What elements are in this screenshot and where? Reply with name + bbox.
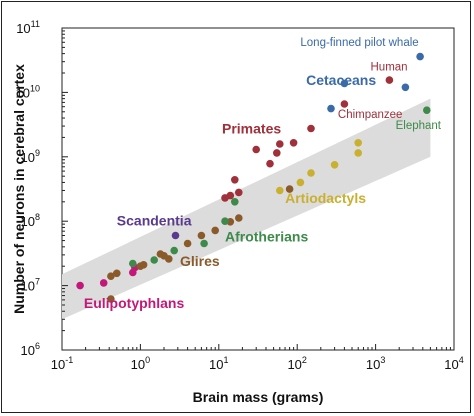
data-point <box>354 139 363 147</box>
data-point <box>423 106 431 114</box>
data-point <box>235 214 243 222</box>
data-point <box>289 139 298 147</box>
y-tick-label: 1011 <box>16 19 40 36</box>
data-point <box>276 140 284 148</box>
data-point <box>183 239 192 248</box>
data-point <box>170 246 178 255</box>
data-point <box>107 295 115 303</box>
x-tick-label: 10-1 <box>51 355 73 372</box>
y-tick-label: 106 <box>21 341 40 358</box>
y-tick-label: 1010 <box>16 83 40 100</box>
data-point <box>285 185 294 193</box>
x-tick-label: 103 <box>366 355 385 372</box>
x-tick-label: 102 <box>287 355 306 372</box>
data-point <box>273 149 281 157</box>
data-point <box>197 231 206 240</box>
data-point <box>330 161 339 169</box>
data-point <box>307 124 315 133</box>
x-tick-label: 104 <box>444 355 463 372</box>
y-axis-label: Number of neurons in cerebral cortex <box>11 64 27 314</box>
data-point <box>76 281 84 290</box>
data-point <box>200 239 208 248</box>
data-point <box>252 145 260 154</box>
trend-band <box>62 98 431 320</box>
data-point <box>354 149 363 157</box>
series-label: Afrotherians <box>225 229 308 245</box>
data-point <box>231 176 239 184</box>
data-point <box>221 217 229 225</box>
series-label: Primates <box>222 121 281 137</box>
point-annotation: Long-finned pilot whale <box>300 37 418 49</box>
y-tick-label: 108 <box>21 212 40 229</box>
point-annotation: Human <box>371 61 408 73</box>
point-annotation: Chimpanzee <box>338 109 403 121</box>
series-label: Eulipotyphlans <box>84 295 185 311</box>
x-axis-label: Brain mass (grams) <box>193 389 324 405</box>
data-point <box>307 169 315 177</box>
data-point <box>340 100 349 108</box>
data-point <box>276 186 284 195</box>
data-point <box>150 256 158 264</box>
series-label: Artiodactyls <box>285 190 366 206</box>
data-point <box>129 259 137 268</box>
series-label: Scandentia <box>117 212 192 228</box>
data-point <box>416 52 424 61</box>
series-labels: Eulipotyphlans Glires Scandentia Afrotheria… <box>84 37 442 311</box>
data-point <box>221 194 229 202</box>
data-point <box>327 104 335 113</box>
data-point <box>385 76 394 84</box>
data-point <box>165 255 173 263</box>
series-label: Glires <box>180 253 220 269</box>
data-point <box>211 226 219 235</box>
y-tick-label: 107 <box>21 277 40 294</box>
data-point <box>107 272 115 281</box>
trend-band-area <box>62 98 431 320</box>
data-point <box>171 231 180 240</box>
point-annotation: Elephant <box>396 120 442 132</box>
series-label: Cetaceans <box>306 72 376 88</box>
data-point <box>266 159 274 168</box>
data-point <box>99 279 108 287</box>
data-point <box>235 188 243 197</box>
data-points <box>76 52 431 303</box>
data-point <box>231 198 239 206</box>
data-point <box>340 79 349 88</box>
x-tick-label: 100 <box>131 355 150 372</box>
data-point <box>139 261 148 269</box>
axis-ticks: 10-1 100 101 102 103 104 106 107 108 109 1010 1011 <box>16 19 464 372</box>
data-point <box>401 83 410 92</box>
data-point <box>296 178 305 187</box>
y-tick-label: 109 <box>21 148 40 165</box>
x-tick-label: 101 <box>209 355 228 372</box>
data-point <box>113 269 121 278</box>
